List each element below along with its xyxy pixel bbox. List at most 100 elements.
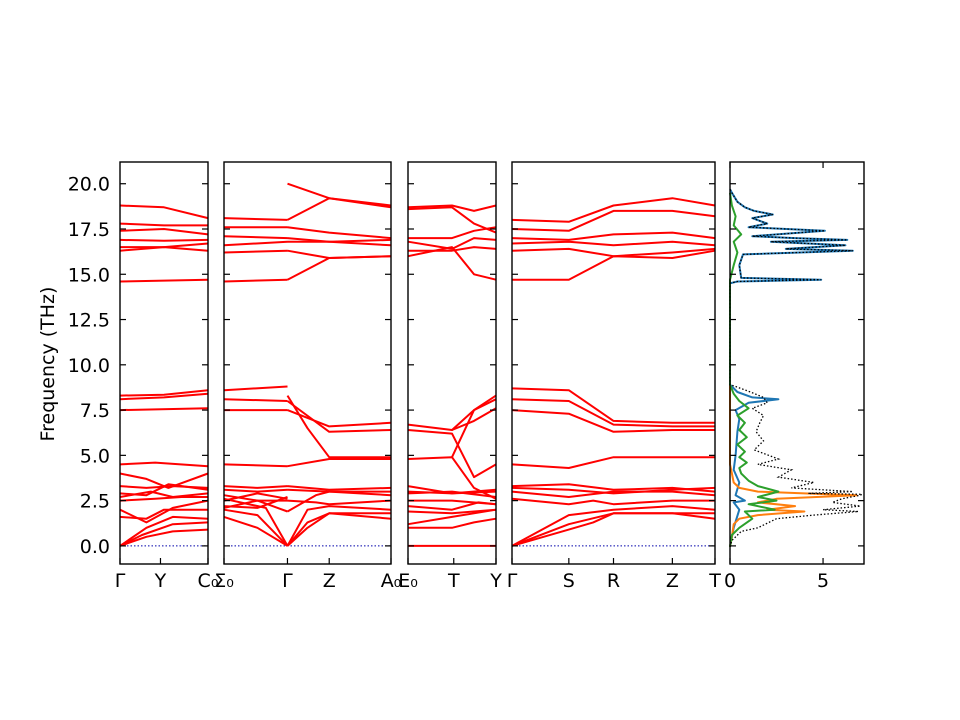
band-line	[286, 400, 392, 433]
y-tick-label: 7.5	[80, 400, 110, 422]
band-line	[511, 231, 716, 241]
dos-series-line	[729, 384, 858, 547]
band-line	[407, 508, 497, 515]
band-line	[407, 206, 497, 234]
band-line	[119, 515, 209, 547]
band-line	[287, 409, 392, 428]
x-tick-label: Z	[323, 570, 336, 592]
band-line	[407, 429, 497, 479]
band-line	[407, 394, 497, 431]
x-tick-label: S	[563, 570, 575, 592]
dos-frame	[729, 161, 865, 565]
y-tick-label: 5.0	[80, 445, 110, 467]
band-line	[223, 398, 288, 402]
band-line	[408, 517, 497, 529]
axis-ticks	[119, 162, 864, 564]
y-tick-label: 20.0	[68, 174, 110, 196]
band-line	[407, 456, 497, 500]
band-line	[407, 204, 497, 212]
band-line	[511, 505, 716, 547]
band-line	[223, 497, 289, 547]
band-line	[119, 461, 209, 468]
band-line	[119, 407, 209, 412]
band-line	[451, 407, 497, 431]
band-line	[407, 237, 497, 250]
band-line	[119, 508, 208, 520]
panel-frame	[119, 161, 209, 565]
band-line	[119, 389, 209, 397]
band-line	[408, 246, 497, 252]
band-line	[511, 197, 716, 223]
band-line	[287, 490, 391, 513]
band-line	[286, 395, 391, 459]
band-line	[511, 387, 715, 424]
band-line	[223, 240, 288, 247]
band-line	[119, 485, 209, 489]
x-tick-label: T	[447, 570, 460, 592]
band-line	[511, 512, 716, 547]
band-line	[223, 235, 288, 240]
band-line	[119, 528, 209, 547]
x-tick-label: Σ₀	[214, 570, 234, 592]
band-line	[119, 392, 209, 401]
band-line	[451, 398, 497, 458]
band-line	[223, 488, 288, 493]
band-line	[287, 182, 392, 207]
band-line	[223, 515, 289, 547]
band-line	[119, 238, 209, 242]
band-line	[287, 499, 392, 506]
band-line	[119, 204, 209, 220]
band-line	[287, 197, 392, 221]
band-line	[119, 496, 208, 502]
band-line	[223, 463, 288, 468]
band-line	[511, 456, 715, 469]
band-line	[287, 458, 391, 468]
dos-x-tick-label: 0	[724, 570, 736, 592]
x-tick-label: Y	[154, 570, 167, 592]
band-line	[119, 472, 209, 489]
y-tick-label: 10.0	[68, 355, 110, 377]
x-tick-label: A₀	[381, 570, 402, 592]
band-line	[223, 278, 288, 283]
x-tick-label: E₀	[398, 570, 418, 592]
band-line	[286, 505, 392, 547]
band-line	[511, 398, 715, 428]
x-tick-label: R	[607, 570, 620, 592]
dos-series-line	[729, 192, 780, 547]
x-tick-label: C₀	[198, 570, 219, 592]
y-tick-label: 12.5	[68, 310, 110, 332]
band-line	[511, 409, 715, 433]
band-line	[223, 249, 288, 254]
band-line	[120, 242, 209, 249]
dos-x-tick-label: 5	[817, 570, 829, 592]
band-line	[119, 278, 209, 283]
band-line	[119, 228, 209, 236]
y-tick-label: 17.5	[68, 219, 110, 241]
y-tick-label: 15.0	[68, 264, 110, 286]
x-tick-label: Γ	[507, 570, 518, 592]
band-line	[287, 237, 392, 243]
density-of-states	[729, 188, 863, 547]
band-line	[223, 508, 289, 547]
x-tick-label: Z	[666, 570, 679, 592]
x-tick-label: Γ	[282, 570, 293, 592]
band-line	[223, 492, 288, 502]
panel-frame	[407, 161, 497, 565]
band-line	[119, 499, 209, 524]
band-line	[223, 217, 288, 221]
band-line	[287, 226, 392, 240]
band-line	[407, 246, 497, 281]
band-line	[511, 497, 715, 506]
y-tick-label: 2.5	[80, 491, 110, 513]
x-tick-label: Γ	[115, 570, 126, 592]
phonon-bands	[119, 182, 716, 547]
band-line	[286, 512, 392, 547]
band-line	[287, 255, 392, 281]
band-line	[223, 499, 288, 513]
y-tick-label: 0.0	[80, 536, 110, 558]
band-line	[119, 222, 208, 227]
x-tick-label: Y	[489, 570, 502, 592]
band-line	[287, 488, 392, 497]
band-line	[512, 249, 716, 281]
